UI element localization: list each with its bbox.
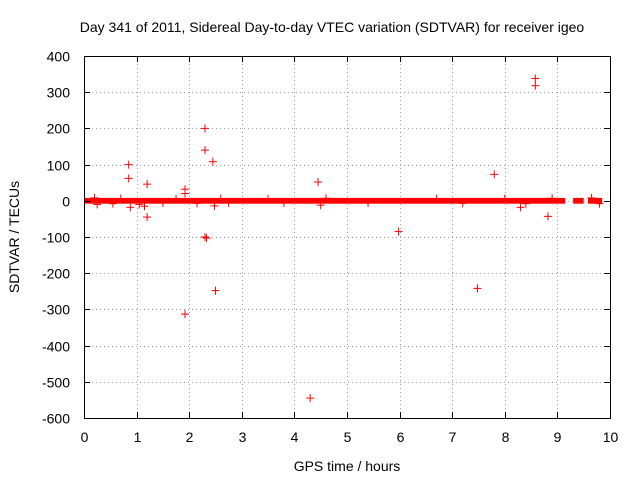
data-points — [90, 74, 604, 403]
data-point — [490, 170, 499, 179]
data-point — [432, 194, 441, 203]
data-point — [595, 199, 604, 208]
data-point — [93, 200, 102, 209]
data-point — [587, 193, 596, 202]
y-tick-label: -600 — [42, 411, 70, 427]
data-point — [140, 202, 149, 211]
data-band-segment — [573, 197, 584, 204]
data-point — [200, 124, 209, 133]
data-point — [458, 199, 467, 208]
data-point — [516, 203, 525, 212]
data-point — [90, 193, 99, 202]
x-tick-label: 8 — [502, 429, 510, 445]
y-tick-label: 0 — [62, 194, 70, 210]
y-tick-label: 100 — [47, 158, 71, 174]
data-point — [158, 198, 167, 207]
grid-lines — [84, 56, 610, 418]
x-axis-label: GPS time / hours — [294, 458, 401, 474]
data-point — [210, 201, 219, 210]
x-tick-label: 0 — [81, 429, 89, 445]
x-tick-label: 1 — [134, 429, 142, 445]
data-point — [202, 234, 211, 243]
data-point — [548, 194, 557, 203]
data-point — [394, 227, 403, 236]
x-tick-label: 6 — [397, 429, 405, 445]
data-point — [473, 284, 482, 293]
data-band-segment — [84, 197, 566, 204]
y-tick-label: -500 — [42, 375, 70, 391]
y-axis-label: SDTVAR / TECUs — [6, 181, 22, 293]
data-point — [521, 199, 530, 208]
data-point — [531, 74, 540, 83]
data-point — [180, 189, 189, 198]
data-point — [306, 394, 315, 403]
data-band — [84, 197, 603, 204]
data-point — [108, 199, 117, 208]
axis-ticks: 0 1 2 3 4 5 6 7 8 9 10 400 300 200 100 0 -100 -200 -300 -40… — [42, 49, 619, 446]
data-point — [124, 174, 133, 183]
data-point — [279, 198, 288, 207]
y-tick-label: 400 — [47, 49, 71, 65]
chart-title: Day 341 of 2011, Sidereal Day-to-day VTE… — [80, 19, 585, 35]
data-point — [364, 198, 373, 207]
data-point — [208, 157, 217, 166]
data-band-segment — [587, 197, 603, 204]
data-point — [314, 177, 323, 186]
x-tick-label: 10 — [603, 429, 619, 445]
data-point — [124, 160, 133, 169]
data-point — [264, 194, 273, 203]
data-point — [500, 194, 509, 203]
data-point — [172, 194, 181, 203]
x-tick-label: 5 — [344, 429, 352, 445]
y-tick-label: 200 — [47, 121, 71, 137]
data-point — [200, 146, 209, 155]
data-point — [316, 201, 325, 210]
data-point — [224, 198, 233, 207]
data-point — [143, 213, 152, 222]
y-tick-label: -100 — [42, 230, 70, 246]
data-point — [135, 200, 144, 209]
data-point — [200, 233, 209, 241]
y-tick-label: -300 — [42, 302, 70, 318]
x-tick-label: 9 — [554, 429, 562, 445]
x-tick-label: 3 — [239, 429, 247, 445]
data-point — [126, 203, 135, 212]
data-point — [116, 194, 125, 203]
x-tick-label: 2 — [186, 429, 194, 445]
data-point — [180, 310, 189, 319]
data-point — [531, 81, 540, 90]
data-point — [211, 286, 220, 295]
x-tick-label: 4 — [291, 429, 299, 445]
y-tick-label: -200 — [42, 266, 70, 282]
y-tick-label: 300 — [47, 85, 71, 101]
data-point — [216, 194, 225, 203]
data-point — [143, 180, 152, 189]
data-point — [543, 212, 552, 221]
data-point — [193, 199, 202, 208]
y-tick-label: -400 — [42, 339, 70, 355]
x-tick-label: 7 — [449, 429, 457, 445]
data-point — [321, 194, 330, 203]
